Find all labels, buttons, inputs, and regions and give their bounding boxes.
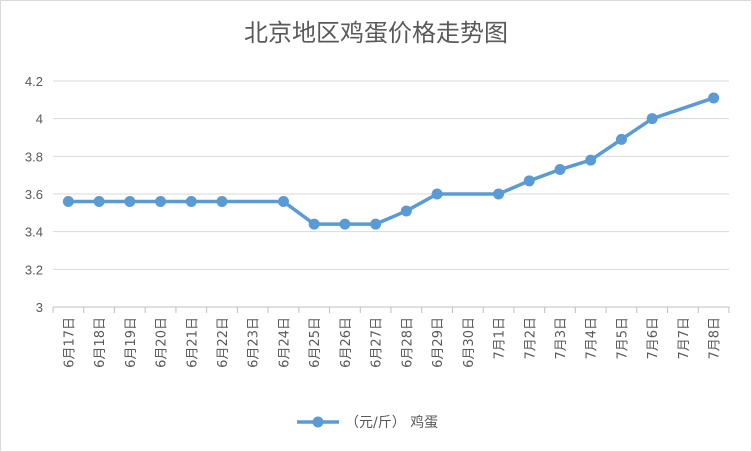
chart-title: 北京地区鸡蛋价格走势图 [244, 19, 508, 47]
x-tick-label: 6月25日 [308, 317, 323, 368]
x-tick-label: 7月5日 [615, 317, 630, 360]
y-tick-label: 4 [36, 112, 43, 127]
data-point [216, 196, 228, 208]
data-point [370, 218, 382, 230]
data-point [615, 133, 627, 145]
x-tick-label: 6月17日 [62, 317, 77, 368]
legend-label: （元/斤） 鸡蛋 [345, 414, 438, 431]
y-tick-label: 4.2 [25, 74, 43, 89]
data-point [554, 164, 566, 176]
x-tick-label: 6月21日 [185, 317, 200, 368]
data-point [646, 113, 658, 125]
data-point [185, 196, 197, 208]
data-point [62, 196, 74, 208]
data-point [585, 154, 597, 166]
x-tick-label: 6月18日 [93, 317, 108, 368]
x-tick-label: 6月27日 [370, 317, 385, 368]
x-tick-label: 7月2日 [523, 317, 538, 360]
series-line [66, 96, 716, 226]
data-point [124, 196, 136, 208]
data-point [431, 188, 443, 200]
x-tick-label: 6月26日 [339, 317, 354, 368]
x-tick-label: 7月1日 [493, 317, 508, 360]
x-tick-label: 6月28日 [400, 317, 415, 368]
y-tick-label: 3.6 [25, 187, 43, 202]
data-point [155, 196, 167, 208]
x-tick-label: 6月19日 [124, 317, 139, 368]
data-point [308, 218, 320, 230]
x-tick-label: 7月4日 [585, 317, 600, 360]
y-tick-label: 3.2 [25, 262, 43, 277]
data-point [400, 205, 412, 217]
x-tick-label: 6月24日 [277, 317, 292, 368]
data-point [277, 196, 289, 208]
data-point [493, 188, 505, 200]
data-point [523, 175, 535, 187]
x-tick-label: 6月20日 [155, 317, 170, 368]
x-tick-label: 6月22日 [216, 317, 231, 368]
x-tick-label: 7月8日 [708, 317, 723, 360]
data-point [93, 196, 105, 208]
data-point [339, 218, 351, 230]
x-tick-label: 6月29日 [431, 317, 446, 368]
y-tick-label: 3 [36, 300, 43, 315]
y-tick-label: 3.4 [25, 225, 43, 240]
legend-marker [312, 416, 324, 428]
x-tick-label: 7月6日 [646, 317, 661, 360]
x-tick-label: 6月30日 [462, 317, 477, 368]
y-tick-label: 3.8 [25, 149, 43, 164]
x-tick-label: 7月7日 [677, 317, 692, 360]
x-tick-label: 7月3日 [554, 317, 569, 360]
x-tick-label: 6月23日 [247, 317, 262, 368]
data-point [708, 92, 720, 104]
